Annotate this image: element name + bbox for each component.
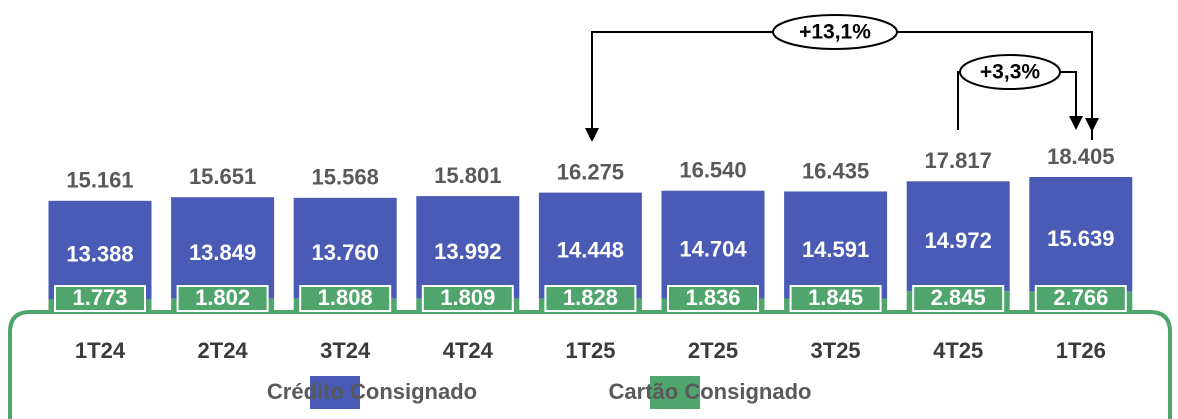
annotation-bubble bbox=[959, 54, 1061, 90]
value-label: 13.388 bbox=[66, 242, 133, 267]
value-label: 1.808 bbox=[318, 285, 373, 310]
bar-segment bbox=[293, 197, 397, 299]
total-label: 16.540 bbox=[679, 157, 746, 182]
total-label: 18.405 bbox=[1047, 144, 1114, 169]
legend-swatch bbox=[310, 376, 360, 409]
value-label: 1.809 bbox=[440, 285, 495, 310]
label-box bbox=[1034, 285, 1127, 312]
total-label: 17.817 bbox=[925, 148, 992, 173]
bar-segment bbox=[661, 190, 765, 299]
total-label: 15.161 bbox=[66, 168, 133, 193]
value-label: 13.760 bbox=[312, 240, 379, 265]
annotation: +3,3% bbox=[980, 61, 1040, 84]
value-label: 1.836 bbox=[685, 285, 740, 310]
legend-label: Crédito Consignado bbox=[267, 379, 477, 404]
bar-segment bbox=[416, 196, 520, 299]
arrow-heads bbox=[585, 116, 1099, 142]
total-label: 15.651 bbox=[189, 164, 256, 189]
value-label: 1.828 bbox=[563, 285, 618, 310]
label-box bbox=[789, 285, 882, 312]
legend-swatch bbox=[650, 376, 700, 409]
value-label: 14.704 bbox=[679, 236, 747, 261]
x-tick-label: 1T26 bbox=[1056, 338, 1106, 363]
value-label: 14.972 bbox=[925, 228, 992, 253]
annotation: +13,1% bbox=[799, 21, 871, 44]
value-label: 1.845 bbox=[808, 285, 863, 310]
value-label: 1.773 bbox=[72, 285, 127, 310]
annotation-bubble bbox=[772, 14, 898, 50]
value-label: 13.992 bbox=[434, 239, 501, 264]
total-label: 15.801 bbox=[434, 163, 501, 188]
total-label: 16.275 bbox=[557, 159, 624, 184]
value-label: 2.766 bbox=[1053, 285, 1108, 310]
bar-segment bbox=[784, 191, 888, 299]
label-box bbox=[544, 285, 637, 312]
label-box bbox=[299, 285, 392, 312]
frame bbox=[8, 310, 1172, 419]
legend-label: Cartão Consignado bbox=[609, 379, 812, 404]
bar-segment bbox=[171, 197, 275, 299]
label-box bbox=[667, 285, 759, 312]
x-tick-label: 4T24 bbox=[443, 338, 494, 363]
value-label: 14.591 bbox=[802, 237, 869, 262]
value-label: 2.845 bbox=[931, 285, 986, 310]
value-label: 14.448 bbox=[557, 237, 624, 262]
x-tick-label: 3T25 bbox=[811, 338, 861, 363]
label-box bbox=[421, 285, 514, 312]
value-label: 13.849 bbox=[189, 240, 256, 265]
bar-segment bbox=[48, 200, 152, 299]
total-label: 15.568 bbox=[312, 165, 379, 190]
x-tick-label: 2T25 bbox=[688, 338, 738, 363]
x-tick-label: 2T24 bbox=[198, 338, 249, 363]
x-tick-label: 3T24 bbox=[320, 338, 371, 363]
x-tick-label: 1T24 bbox=[75, 338, 126, 363]
bar-segment bbox=[538, 192, 642, 299]
label-box bbox=[912, 285, 1005, 312]
x-tick-label: 1T25 bbox=[565, 338, 615, 363]
value-label: 1.802 bbox=[195, 285, 250, 310]
total-label: 16.435 bbox=[802, 158, 869, 183]
label-box bbox=[176, 285, 269, 312]
x-tick-label: 4T25 bbox=[933, 338, 983, 363]
value-label: 15.639 bbox=[1047, 226, 1114, 251]
bar-segment bbox=[1029, 177, 1133, 292]
label-box bbox=[54, 285, 146, 312]
bar-segment bbox=[906, 181, 1010, 292]
